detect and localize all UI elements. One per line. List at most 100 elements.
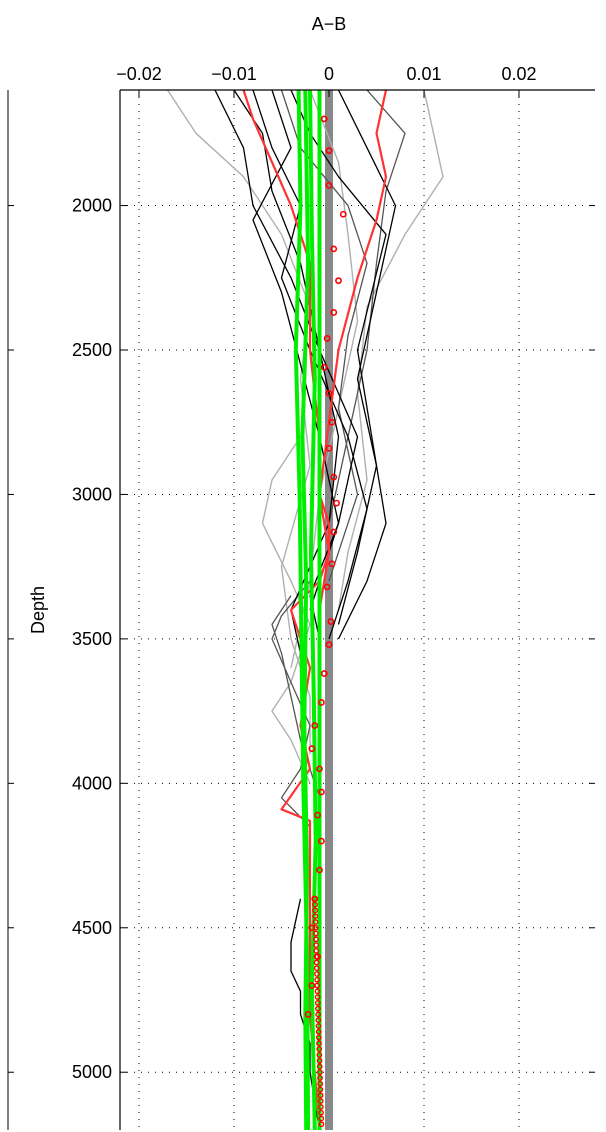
chart-title: A−B: [312, 14, 347, 34]
marker-point: [315, 1017, 322, 1024]
marker-point: [317, 1080, 324, 1087]
marker-point: [318, 1115, 325, 1122]
marker-point: [317, 1092, 324, 1099]
marker-point: [316, 1069, 323, 1076]
x-tick-label: 0.02: [501, 64, 536, 84]
marker-point: [316, 866, 323, 874]
marker-point: [317, 788, 325, 796]
marker-point: [314, 999, 321, 1006]
marker-points: [304, 115, 347, 1128]
y-tick-label: 2500: [72, 340, 112, 360]
mid-profile-line: [280, 90, 368, 582]
marker-point: [315, 1005, 321, 1012]
profile-lines: [166, 90, 444, 1130]
marker-point: [312, 924, 319, 931]
x-tick-label: 0: [324, 64, 334, 84]
marker-point: [317, 837, 325, 845]
marker-point: [333, 499, 340, 507]
marker-point: [323, 335, 331, 342]
marker-point: [317, 1086, 324, 1093]
x-tick-label: 0.01: [406, 64, 441, 84]
marker-point: [315, 1023, 322, 1029]
marker-point: [320, 363, 328, 371]
marker-point: [330, 245, 338, 253]
marker-point: [325, 181, 333, 189]
y-tick-label: 2000: [72, 196, 112, 216]
marker-point: [308, 924, 316, 932]
marker-point: [317, 1098, 324, 1105]
marker-point: [325, 641, 333, 649]
marker-point: [325, 147, 333, 155]
marker-point: [317, 699, 325, 706]
marker-point: [330, 309, 338, 316]
marker-point: [328, 418, 336, 426]
marker-point: [315, 1034, 322, 1041]
marker-point: [315, 1011, 322, 1018]
y-tick-label: 3500: [72, 629, 112, 649]
left-panel-edge: [7, 90, 14, 1130]
x-tick-label: −0.01: [211, 64, 257, 84]
marker-point: [308, 745, 316, 753]
marker-point: [330, 473, 338, 481]
marker-point: [335, 277, 342, 285]
marker-point: [330, 528, 338, 536]
marker-point: [314, 982, 321, 989]
marker-point: [316, 1057, 323, 1064]
x-tick-label: −0.02: [116, 64, 162, 84]
marker-point: [316, 1046, 323, 1053]
marker-point: [314, 971, 320, 977]
plot-frame: [119, 89, 595, 1130]
marker-point: [314, 988, 321, 995]
marker-point: [312, 901, 318, 908]
y-tick-label: 3000: [72, 484, 112, 504]
marker-point: [312, 913, 319, 920]
marker-point: [327, 618, 335, 625]
marker-point: [312, 907, 318, 914]
marker-point: [314, 994, 321, 1001]
marker-point: [311, 722, 319, 729]
marker-point: [325, 444, 333, 452]
marker-point: [312, 930, 319, 937]
light-profile-line: [166, 90, 311, 755]
marker-point: [317, 1075, 323, 1081]
marker-point: [325, 389, 333, 397]
marker-point: [320, 670, 328, 677]
marker-point: [313, 942, 320, 949]
marker-point: [314, 811, 321, 819]
axis-ticks: −0.02 −0.01 0 0.01 0.02 2000 2500 3000 3500 4000 4…: [72, 64, 595, 1082]
marker-point: [313, 936, 319, 943]
marker-point: [339, 210, 347, 218]
y-tick-label: 4000: [72, 773, 112, 793]
black-profile-line: [252, 90, 340, 611]
green-profile-line: [293, 90, 311, 1130]
marker-point: [313, 947, 320, 954]
marker-point: [318, 1109, 324, 1116]
marker-point: [313, 959, 320, 966]
marker-point: [316, 1040, 322, 1047]
green-profile-line: [308, 90, 318, 1130]
y-tick-label: 4500: [72, 918, 112, 938]
marker-point: [313, 953, 320, 960]
marker-point: [313, 965, 320, 972]
marker-point: [323, 583, 331, 591]
marker-point: [318, 1121, 325, 1128]
y-axis-label: Depth: [28, 586, 48, 634]
black-profile-line: [290, 898, 321, 1130]
red-profile-line: [318, 90, 388, 611]
marker-point: [304, 1011, 312, 1018]
marker-point: [316, 765, 323, 773]
marker-point: [315, 1028, 322, 1035]
y-tick-label: 5000: [72, 1062, 112, 1082]
marker-point: [316, 1051, 323, 1058]
marker-point: [320, 115, 328, 123]
marker-point: [311, 895, 318, 902]
grid-lines: [120, 90, 595, 1130]
black-profile-line: [337, 90, 397, 625]
marker-point: [316, 1063, 323, 1070]
marker-point: [312, 919, 319, 925]
marker-point: [317, 1103, 324, 1110]
marker-point: [314, 976, 321, 983]
marker-point: [328, 560, 336, 568]
light-profile-line: [337, 90, 444, 611]
